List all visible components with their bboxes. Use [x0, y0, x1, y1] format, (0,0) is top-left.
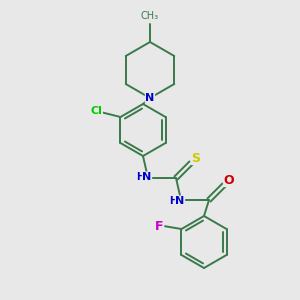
Text: N: N	[146, 93, 154, 103]
Text: F: F	[155, 220, 164, 232]
Text: S: S	[191, 152, 200, 164]
Text: N: N	[142, 172, 152, 182]
Text: N: N	[176, 196, 184, 206]
Text: CH₃: CH₃	[141, 11, 159, 21]
Text: O: O	[224, 173, 234, 187]
Text: H: H	[136, 172, 144, 182]
Text: Cl: Cl	[91, 106, 102, 116]
Text: H: H	[169, 196, 177, 206]
